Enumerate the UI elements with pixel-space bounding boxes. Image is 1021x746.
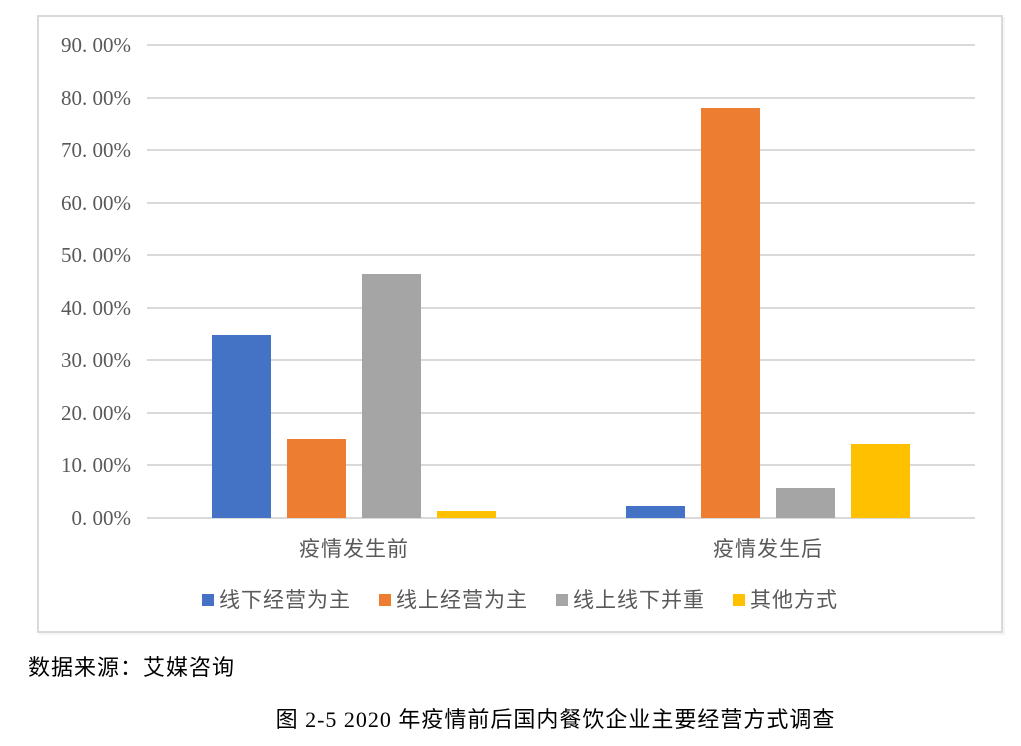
y-axis-tick-label: 70. 00%: [61, 138, 131, 163]
bar-线上线下并重-疫情发生后: [776, 488, 835, 518]
bar-线上经营为主-疫情发生前: [287, 439, 346, 518]
legend-swatch-icon: [202, 594, 214, 606]
legend-item-线上经营为主: 线上经营为主: [379, 587, 528, 613]
gridline: [147, 254, 975, 257]
legend-label: 其他方式: [750, 588, 838, 612]
legend-swatch-icon: [556, 594, 568, 606]
data-source-note: 数据来源：艾媒咨询: [28, 655, 236, 680]
gridline: [147, 359, 975, 362]
bar-其他方式-疫情发生前: [437, 510, 496, 518]
gridline: [147, 44, 975, 46]
x-axis-category-label: 疫情发生前: [299, 537, 409, 561]
legend-item-线上线下并重: 线上线下并重: [556, 587, 705, 613]
x-axis-category-label: 疫情发生后: [713, 537, 823, 561]
chart-panel: 0. 00% 10. 00% 20. 00% 30. 00% 40. 00% 50. 00…: [37, 15, 1003, 633]
bar-线上经营为主-疫情发生后: [701, 108, 760, 518]
legend-swatch-icon: [379, 594, 391, 606]
bar-线下经营为主-疫情发生前: [212, 335, 271, 518]
bar-线下经营为主-疫情发生后: [626, 505, 685, 518]
gridline: [147, 149, 975, 152]
y-axis-tick-label: 0. 00%: [71, 506, 132, 530]
y-axis-tick-label: 90. 00%: [61, 33, 131, 57]
legend-item-其他方式: 其他方式: [733, 587, 838, 613]
y-axis-tick-label: 20. 00%: [61, 400, 131, 425]
y-axis-tick-label: 50. 00%: [61, 243, 131, 268]
legend-swatch-icon: [733, 594, 745, 606]
gridline: [147, 306, 975, 309]
y-axis-tick-label: 10. 00%: [61, 453, 131, 478]
y-axis-tick-label: 80. 00%: [61, 85, 131, 110]
y-axis-tick-label: 60. 00%: [61, 190, 131, 215]
legend-item-线下经营为主: 线下经营为主: [202, 587, 351, 613]
gridline: [147, 96, 975, 99]
y-axis-tick-label: 40. 00%: [61, 295, 131, 320]
legend-label: 线上经营为主: [396, 588, 528, 612]
gridline: [147, 411, 975, 414]
bar-其他方式-疫情发生后: [851, 444, 910, 518]
bar-线上线下并重-疫情发生前: [362, 273, 421, 518]
y-axis-tick-label: 30. 00%: [61, 348, 131, 373]
gridline: [147, 201, 975, 204]
figure-caption: 图 2-5 2020 年疫情前后国内餐饮企业主要经营方式调查: [275, 707, 836, 732]
legend-label: 线下经营为主: [219, 588, 351, 612]
chart-legend: 线下经营为主 线上经营为主 线上线下并重 其他方式: [39, 587, 1001, 613]
x-axis-line: [147, 517, 975, 519]
legend-label: 线上线下并重: [573, 588, 705, 612]
gridline: [147, 464, 975, 467]
